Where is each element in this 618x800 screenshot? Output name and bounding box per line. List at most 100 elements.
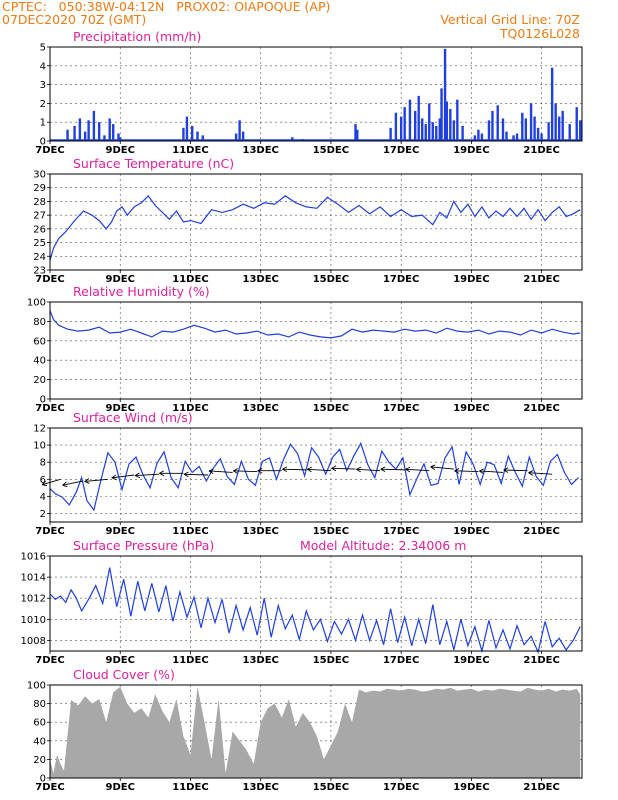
x-tick-label: 13DEC [242, 526, 278, 537]
wind-arrow-head [42, 484, 48, 487]
precip-bar [496, 105, 499, 141]
wind-arrow [356, 468, 381, 472]
y-tick-label: 6 [40, 475, 46, 486]
y-tick-label: 4 [40, 61, 46, 72]
wind-arrow-head [528, 472, 533, 476]
precip-bar [477, 129, 480, 141]
x-tick-label: 9DEC [106, 145, 135, 156]
precip-bar [512, 135, 515, 141]
wind-arrow-head [62, 481, 67, 486]
header-code: TQ0126L028 [499, 26, 580, 41]
wind-arrow-head [233, 468, 238, 472]
y-tick-label: 23 [33, 266, 46, 277]
panel-frame [49, 427, 583, 523]
wind-arrow-head [405, 466, 411, 470]
x-tick-label: 19DEC [453, 274, 489, 285]
header-station-info: CPTEC: 050:38W-04:12N PROX02: OIAPOQUE (… [2, 0, 331, 14]
y-tick-label: 40 [33, 736, 46, 747]
wind-arrow [135, 473, 159, 477]
wind-arrow-head [503, 467, 509, 471]
panel-frame [49, 301, 583, 400]
precip-bar [92, 110, 96, 141]
header-run-date: 07DEC2020 70Z (GMT) [2, 12, 147, 27]
precip-bar [399, 116, 403, 141]
x-tick-label: 7DEC [35, 274, 64, 285]
y-tick-label: 28 [33, 197, 46, 208]
y-tick-label: 20 [33, 755, 46, 766]
wind-arrow-head [356, 468, 361, 473]
wind-arrow-head [503, 469, 509, 473]
wind-arrow [479, 470, 504, 473]
x-tick-label: 17DEC [383, 655, 419, 666]
wind-arrow-head [380, 468, 386, 473]
x-tick-label: 13DEC [242, 274, 278, 285]
wind-arrow-head [282, 468, 287, 473]
wind-arrow [208, 470, 233, 473]
precip-bar [234, 133, 238, 141]
wind-arrow-head [111, 477, 117, 481]
panel-2: 23 24 25 26 27 28 29 30 7DEC 9DEC 11DEC 13DEC 15DEC 1… [33, 156, 583, 285]
y-tick-label: 25 [33, 238, 46, 249]
y-tick-label: 5 [40, 43, 46, 54]
y-tick-label: 12 [33, 424, 46, 435]
x-tick-label: 15DEC [313, 526, 349, 537]
y-tick-label: 0 [40, 774, 46, 785]
wind-arrow [42, 478, 61, 486]
x-tick-label: 17DEC [383, 526, 419, 537]
precip-bar [108, 118, 111, 141]
x-tick-label: 13DEC [242, 655, 278, 666]
y-tick-label: 3 [40, 80, 46, 91]
precip-bar [505, 131, 508, 141]
header-grid-note: Vertical Grid Line: 70Z [440, 12, 580, 27]
precip-bar [536, 127, 540, 141]
precip-bar [533, 116, 536, 141]
panel-3: 0 20 40 60 80 100 7DEC 9DEC 11DEC 13DEC 15DEC 17DEC… [27, 284, 583, 414]
precip-bar [87, 120, 90, 141]
x-tick-label: 11DEC [172, 274, 208, 285]
precip-bar [431, 122, 434, 141]
y-tick-label: 0 [40, 395, 46, 406]
y-tick-label: 80 [33, 317, 46, 328]
wind-arrow [62, 480, 84, 486]
precip-bar [557, 116, 561, 141]
y-tick-label: 27 [33, 211, 46, 222]
x-tick-label: 21DEC [523, 274, 559, 285]
precip-bar [403, 107, 406, 141]
wind-arrow [111, 474, 135, 479]
wind-arrow [380, 468, 405, 471]
precip-bar [196, 131, 199, 141]
wind-arrow-head [159, 470, 165, 474]
y-tick-label: 40 [33, 356, 46, 367]
precip-bar [117, 133, 120, 141]
x-tick-label: 11DEC [172, 655, 208, 666]
precip-bar [83, 131, 87, 141]
precip-bar [417, 95, 420, 141]
precip-bar [428, 103, 431, 141]
precip-bar [550, 67, 554, 141]
wind-arrow [454, 470, 479, 473]
y-tick-label: 24 [33, 252, 46, 263]
wind-arrow-head [380, 466, 386, 470]
x-tick-label: 15DEC [313, 782, 349, 793]
wind-arrow-head [331, 465, 337, 469]
precip-bar [540, 133, 543, 141]
wind-arrow [405, 468, 430, 472]
y-tick-label: 60 [33, 718, 46, 729]
x-tick-label: 7DEC [35, 655, 64, 666]
precip-bar [440, 88, 443, 141]
panel-4: 2 4 6 8 10 12 7DEC 9DEC 11DEC 13DEC 15DEC 17DEC 19DE… [33, 410, 583, 537]
wind-arrow [307, 468, 331, 472]
y-tick-label: 10 [33, 441, 46, 452]
precip-bar [480, 133, 484, 141]
wind-arrow [430, 466, 454, 470]
wind-arrow-head [135, 475, 140, 479]
wind-arrow [233, 470, 258, 473]
precip-bar [354, 124, 357, 141]
y-tick-label: 1012 [21, 594, 46, 605]
wind-arrow-head [331, 467, 337, 472]
precip-bar [515, 133, 519, 141]
x-tick-label: 15DEC [313, 403, 349, 414]
wind-arrow-head [111, 474, 117, 479]
precip-bar [456, 99, 459, 141]
x-tick-label: 17DEC [383, 274, 419, 285]
